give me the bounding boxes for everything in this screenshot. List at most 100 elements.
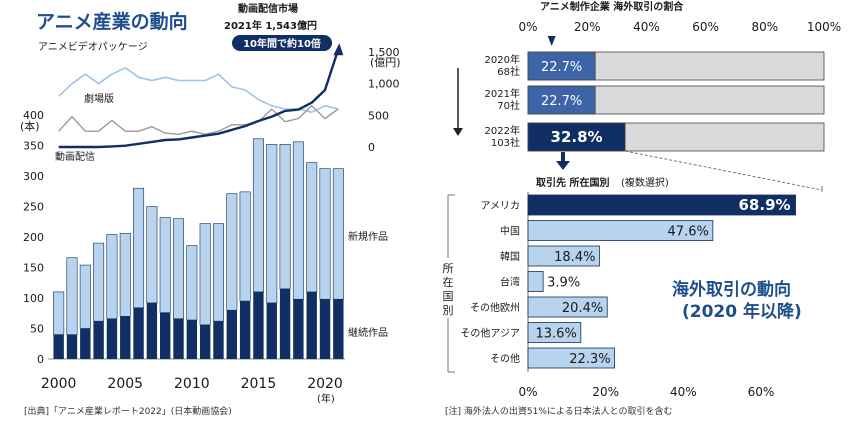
bar-new <box>292 141 304 300</box>
line-streaming <box>58 48 340 149</box>
bar-continuing <box>66 334 78 359</box>
breakdown-arrow-shaft <box>561 152 565 162</box>
country-value-label: 3.9% <box>547 276 580 291</box>
video-package-label: アニメビデオパッケージ <box>38 40 148 53</box>
country-label: アメリカ <box>481 200 521 212</box>
bar-continuing <box>120 316 131 359</box>
country-value-label: 18.4% <box>554 250 595 265</box>
bar-continuing <box>319 299 331 359</box>
country-bar <box>527 271 544 292</box>
country-x-tick: 60% <box>748 385 775 399</box>
country-bar <box>527 347 615 369</box>
bar-continuing <box>106 318 118 359</box>
right-top-title: アニメ制作企業 海外取引の割合 <box>540 0 684 13</box>
country-bar <box>527 220 714 241</box>
year-trend-arrowhead <box>453 128 463 136</box>
x-tick: 2020 <box>307 376 343 392</box>
share-category-label: 68社 <box>497 65 520 78</box>
country-value-label: 68.9% <box>739 196 791 214</box>
y-left-tick: 250 <box>23 201 44 214</box>
y-right-tick: 1,000 <box>368 78 400 91</box>
y-right-tick: 1,500 <box>368 46 400 59</box>
country-value-label: 47.6% <box>668 225 709 240</box>
bar-continuing <box>293 299 304 359</box>
bar-continuing <box>160 312 171 359</box>
bar-new <box>119 233 131 317</box>
bar-new <box>279 143 291 290</box>
share-category-label: 2022年 <box>485 124 520 137</box>
top-x-tick: 80% <box>751 20 778 34</box>
movie-label: 劇場版 <box>84 92 114 105</box>
country-label: その他 <box>490 352 520 365</box>
breakdown-note: (複数選択) <box>621 176 669 189</box>
vertical-label-bg <box>438 258 458 318</box>
bar-new <box>93 242 105 322</box>
share-category-label: 70社 <box>497 99 520 112</box>
y-left-tick: 100 <box>23 292 44 305</box>
right-note: [注] 海外法人の出資51%による日本法人との取引を含む <box>445 405 673 417</box>
bar-continuing <box>333 299 344 359</box>
country-value-label: 20.4% <box>562 301 603 316</box>
country-x-tick: 0% <box>518 385 537 399</box>
streaming-note-value: 2021年 1,543億円 <box>224 19 317 32</box>
country-label: その他アジア <box>460 327 520 340</box>
share-bar <box>527 51 596 81</box>
country-bars: 0% 20% 40% 60% アメリカ 68.9% 中国 47.6% 韓国 18.4% 台湾 3.9%… <box>460 192 796 399</box>
country-bar <box>527 245 600 267</box>
growth-pill <box>232 35 332 51</box>
bar-continuing <box>186 319 198 359</box>
left-ticks: 0 50 100 150 200 250 300 350 400 2000 2005 2010 2015… <box>23 46 400 392</box>
country-vertical-label: 所在国別 <box>438 194 458 373</box>
share-category-label: 103社 <box>491 136 520 149</box>
x-tick: 2005 <box>107 376 143 392</box>
bar-new <box>53 291 65 335</box>
country-x-tick: 40% <box>670 385 697 399</box>
y-left-tick: 0 <box>37 353 44 366</box>
bar-new <box>212 223 224 322</box>
bar-continuing <box>226 310 237 359</box>
top-marker-arrow <box>547 36 556 46</box>
country-label: 韓国 <box>500 251 520 263</box>
bar-continuing <box>239 301 251 359</box>
bar-continuing <box>146 302 158 359</box>
vertical-label-char: 別 <box>443 304 454 317</box>
left-bars <box>53 138 344 359</box>
left-source: [出典]「アニメ産業レポート2022」(日本動画協会) <box>24 405 232 417</box>
line-movie <box>58 105 339 136</box>
bar-new <box>146 206 158 304</box>
bar-new <box>252 138 264 293</box>
bar-continuing <box>306 291 317 359</box>
y-right-tick: 0 <box>368 141 375 154</box>
vertical-label-char: 国 <box>443 290 454 303</box>
x-tick: 2015 <box>241 376 277 392</box>
continuing-works-label: 継続作品 <box>348 326 388 339</box>
top-x-tick: 0% <box>518 20 537 34</box>
country-value-label: 13.6% <box>536 327 577 342</box>
share-category-label: 2020年 <box>485 53 520 66</box>
bar-new <box>239 191 251 302</box>
bar-new <box>226 193 238 311</box>
growth-pill-text: 10年間で約10倍 <box>243 37 321 50</box>
bar-new <box>133 187 145 309</box>
bar-continuing <box>199 324 211 359</box>
country-label: その他欧州 <box>470 301 520 314</box>
share-value-label: 22.7% <box>541 60 582 75</box>
country-bar <box>527 322 582 343</box>
vertical-label-char: 所 <box>443 262 454 275</box>
bar-new <box>173 218 185 320</box>
bar-new <box>306 162 318 293</box>
country-label: 中国 <box>500 225 520 238</box>
country-bar <box>527 296 608 318</box>
y-right-tick: 500 <box>368 109 389 122</box>
top-x-tick: 60% <box>692 20 719 34</box>
bar-continuing <box>93 321 104 359</box>
y-left-tick: 300 <box>23 170 44 183</box>
y-left-tick: 150 <box>23 262 44 275</box>
y-left-tick: 350 <box>23 140 44 153</box>
streaming-note-label: 動画配信市場 <box>238 2 298 15</box>
left-title: アニメ産業の動向 <box>36 10 188 33</box>
x-tick: 2000 <box>41 376 77 392</box>
top-x-tick: 100% <box>807 20 841 34</box>
